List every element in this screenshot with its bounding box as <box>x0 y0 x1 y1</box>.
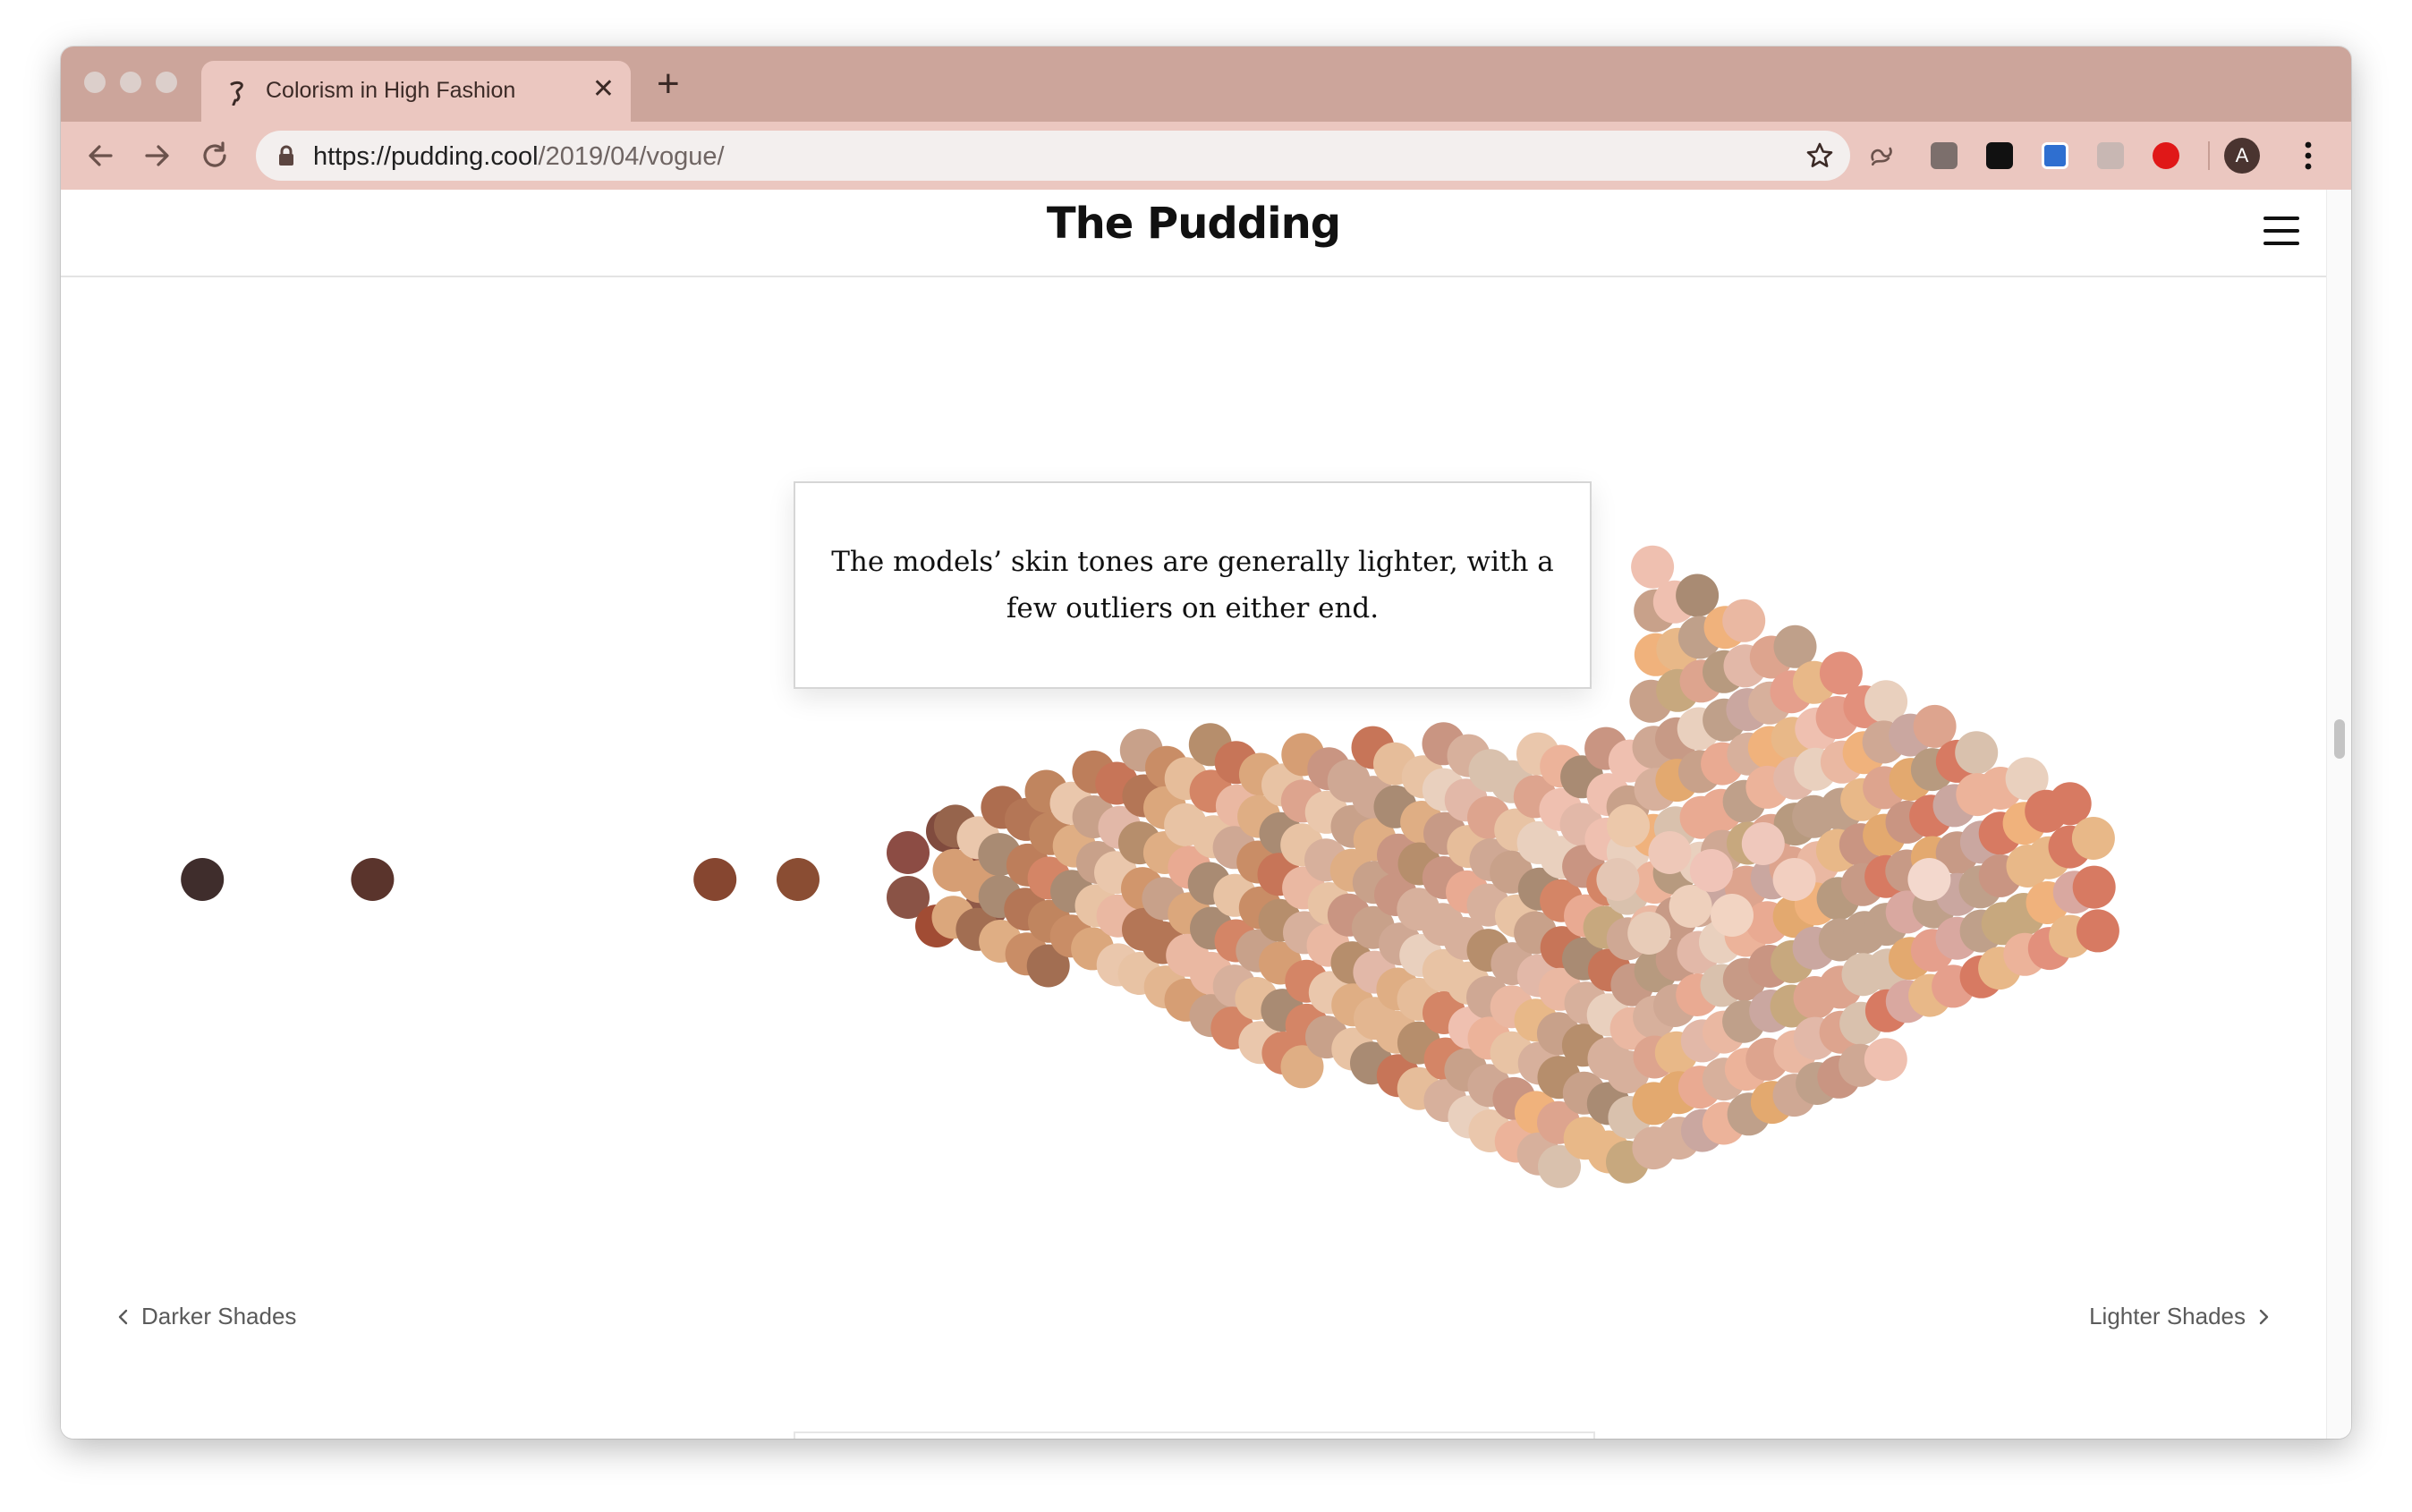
toolbar-divider <box>2208 141 2210 170</box>
skin-tone-dot[interactable] <box>1722 599 1766 642</box>
tab-title: Colorism in High Fashion <box>266 78 516 103</box>
skin-tone-dot[interactable] <box>181 858 225 901</box>
skin-tone-dot[interactable] <box>1627 912 1671 955</box>
reload-icon[interactable] <box>199 140 231 172</box>
skin-tone-dot[interactable] <box>2076 909 2119 953</box>
back-arrow-icon[interactable] <box>84 140 116 172</box>
site-logo[interactable]: The Pudding <box>1046 199 1341 249</box>
tab-close-icon[interactable]: ✕ <box>591 74 615 104</box>
skin-tone-dot[interactable] <box>1773 624 1817 668</box>
skin-tone-dot[interactable] <box>887 876 930 919</box>
skin-tone-beeswarm-chart <box>181 545 2119 1188</box>
skin-tone-dot[interactable] <box>1280 1045 1324 1089</box>
skin-tone-dot[interactable] <box>1631 545 1675 589</box>
profile-initial: A <box>2235 144 2249 166</box>
skin-tone-dot[interactable] <box>2005 757 2049 801</box>
skin-tone-dot[interactable] <box>1538 1144 1581 1188</box>
address-bar[interactable]: https://pudding.cool/2019/04/vogue/ <box>256 131 1850 181</box>
pudding-favicon-icon <box>230 81 243 106</box>
skin-tone-dot[interactable] <box>693 858 737 901</box>
next-card-edge <box>794 1431 1595 1439</box>
minimize-window-button[interactable] <box>120 72 141 93</box>
site-header: The Pudding <box>61 190 2326 277</box>
profile-avatar[interactable]: A <box>2224 138 2260 174</box>
browser-window: Colorism in High Fashion ✕ + https://pud… <box>61 47 2351 1439</box>
extension-swirl-icon[interactable] <box>1868 142 1895 169</box>
active-tab[interactable]: Colorism in High Fashion ✕ <box>201 61 631 122</box>
extension-pen-icon[interactable] <box>1931 142 1958 169</box>
skin-tone-dot[interactable] <box>1689 849 1733 892</box>
page-scrollbar[interactable] <box>2326 190 2351 1439</box>
skin-tone-dot[interactable] <box>1741 822 1785 865</box>
skin-tone-dot[interactable] <box>1026 944 1070 988</box>
skin-tone-dot[interactable] <box>1955 731 1999 775</box>
extension-camera-icon[interactable] <box>2097 142 2124 169</box>
kebab-menu-icon[interactable] <box>2303 138 2314 174</box>
tab-strip: Colorism in High Fashion ✕ + <box>61 47 2351 122</box>
skin-tone-dot[interactable] <box>1864 1038 1907 1082</box>
url-text: https://pudding.cool/2019/04/vogue/ <box>313 142 725 171</box>
skin-tone-dot[interactable] <box>1676 573 1720 617</box>
lighter-shades-label: Lighter Shades <box>2089 1303 2271 1330</box>
skin-tone-dot[interactable] <box>887 831 930 874</box>
web-page: The Pudding The models’ skin tones are g… <box>61 190 2326 1439</box>
story-callout: The models’ skin tones are generally lig… <box>794 481 1592 689</box>
skin-tone-dot[interactable] <box>777 858 820 901</box>
extension-lock-icon[interactable] <box>1986 142 2013 169</box>
extension-adblock-icon[interactable] <box>2153 142 2179 169</box>
scrollbar-thumb[interactable] <box>2334 719 2345 759</box>
skin-tone-dot[interactable] <box>1648 831 1692 874</box>
chevron-left-icon <box>118 1309 128 1325</box>
skin-tone-dot[interactable] <box>1669 885 1712 928</box>
hamburger-menu-icon[interactable] <box>2263 217 2299 245</box>
darker-shades-label: Darker Shades <box>116 1303 296 1330</box>
skin-tone-dot[interactable] <box>2072 865 2116 909</box>
skin-tone-dot[interactable] <box>351 858 395 901</box>
skin-tone-dot[interactable] <box>1913 704 1957 748</box>
bookmark-star-icon[interactable] <box>1805 141 1834 170</box>
callout-text: The models’ skin tones are generally lig… <box>831 546 1554 624</box>
skin-tone-dot[interactable] <box>1819 651 1863 695</box>
extension-blue-icon[interactable] <box>2042 142 2068 169</box>
skin-tone-dot[interactable] <box>1596 858 1640 901</box>
zoom-window-button[interactable] <box>156 72 177 93</box>
skin-tone-dot[interactable] <box>2048 782 2092 826</box>
skin-tone-dot[interactable] <box>1772 858 1816 901</box>
skin-tone-dot[interactable] <box>1711 894 1754 937</box>
skin-tone-dot[interactable] <box>1607 804 1650 847</box>
forward-arrow-icon[interactable] <box>141 140 174 172</box>
browser-toolbar: https://pudding.cool/2019/04/vogue/ A <box>61 122 2351 190</box>
skin-tone-dot[interactable] <box>2071 817 2115 860</box>
chevron-right-icon <box>2259 1309 2269 1325</box>
skin-tone-dot[interactable] <box>1864 680 1908 724</box>
new-tab-button[interactable]: + <box>657 62 680 106</box>
lock-icon <box>279 145 293 166</box>
close-window-button[interactable] <box>84 72 106 93</box>
skin-tone-dot[interactable] <box>1907 858 1951 901</box>
